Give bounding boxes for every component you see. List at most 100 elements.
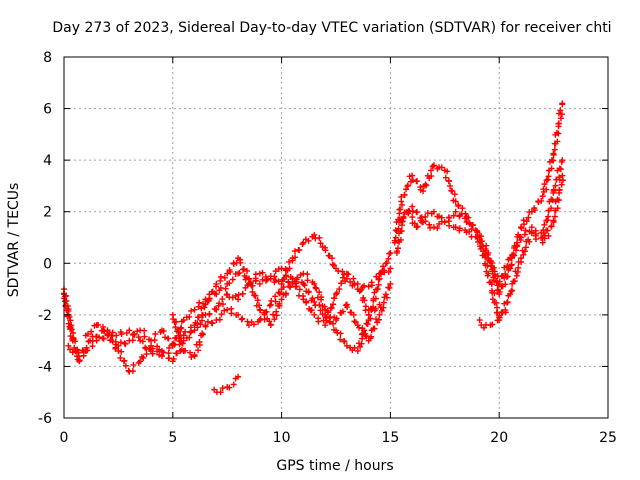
data-point <box>226 280 233 287</box>
data-point <box>311 280 318 287</box>
data-point <box>398 193 405 200</box>
data-point <box>455 202 462 209</box>
data-point <box>378 307 385 314</box>
data-point <box>141 333 148 340</box>
data-point <box>525 214 532 221</box>
y-tick-label: 4 <box>43 153 52 169</box>
data-point <box>469 222 476 229</box>
data-point <box>311 311 318 318</box>
data-point <box>456 225 463 232</box>
data-point <box>554 205 561 212</box>
data-point <box>538 197 545 204</box>
data-point <box>219 385 226 392</box>
data-point <box>359 325 366 332</box>
data-point <box>216 300 223 307</box>
data-point <box>517 234 524 241</box>
data-point <box>476 317 483 324</box>
data-point <box>548 223 555 230</box>
data-point <box>354 347 361 354</box>
data-point <box>462 215 469 222</box>
data-point <box>137 358 144 365</box>
data-point <box>130 361 137 368</box>
data-point <box>317 240 324 247</box>
data-point <box>228 310 235 317</box>
data-point <box>347 278 354 285</box>
data-point <box>350 311 357 318</box>
data-point <box>235 291 242 298</box>
data-point <box>115 342 122 349</box>
data-point <box>515 264 522 271</box>
data-point <box>363 320 370 327</box>
data-point <box>126 327 133 334</box>
data-point <box>239 315 246 322</box>
data-point <box>336 286 343 293</box>
data-point <box>67 317 74 324</box>
data-point <box>368 279 375 286</box>
data-point <box>278 280 285 287</box>
data-point <box>171 341 178 348</box>
data-point <box>327 305 334 312</box>
data-point <box>365 283 372 290</box>
data-point <box>316 289 323 296</box>
data-point <box>376 311 383 318</box>
data-point <box>70 334 77 341</box>
data-point <box>553 129 560 136</box>
data-point <box>370 325 377 332</box>
y-tick-label: 6 <box>43 102 52 118</box>
data-point <box>186 313 193 320</box>
data-point <box>556 165 563 172</box>
data-point <box>84 331 91 338</box>
data-point <box>300 296 307 303</box>
data-point <box>557 115 564 122</box>
data-point <box>191 327 198 334</box>
data-point <box>557 166 564 173</box>
data-point <box>510 278 517 285</box>
data-point <box>164 335 171 342</box>
data-point <box>496 314 503 321</box>
data-point <box>224 306 231 313</box>
data-point <box>420 188 427 195</box>
data-point <box>76 357 83 364</box>
data-point <box>198 317 205 324</box>
data-point <box>358 331 365 338</box>
y-tick-label: -2 <box>38 308 52 324</box>
data-point <box>409 208 416 215</box>
data-point <box>213 280 220 287</box>
data-point <box>196 338 203 345</box>
data-point <box>251 292 258 299</box>
data-point <box>386 250 393 257</box>
data-point <box>173 328 180 335</box>
data-point <box>221 307 228 314</box>
data-point <box>69 337 76 344</box>
data-point <box>191 351 198 358</box>
data-point <box>528 229 535 236</box>
data-point <box>117 339 124 346</box>
data-point <box>230 381 237 388</box>
data-point <box>484 262 491 269</box>
data-point <box>130 330 137 337</box>
data-point <box>375 281 382 288</box>
data-point <box>545 213 552 220</box>
data-point <box>544 227 551 234</box>
data-point <box>397 228 404 235</box>
data-point <box>422 213 429 220</box>
data-point <box>482 254 489 261</box>
data-point <box>479 242 486 249</box>
data-point <box>445 177 452 184</box>
y-tick-label: -4 <box>38 359 52 375</box>
data-point <box>376 275 383 282</box>
data-point <box>339 268 346 275</box>
data-point <box>273 308 280 315</box>
data-point <box>427 224 434 231</box>
data-point <box>548 165 555 172</box>
data-point <box>198 305 205 312</box>
data-point <box>272 277 279 284</box>
data-point <box>213 291 220 298</box>
data-point <box>245 322 252 329</box>
grid-lines <box>64 57 608 418</box>
y-axis-label: SDTVAR / TECUs <box>6 183 22 298</box>
data-point <box>409 214 416 221</box>
data-point <box>303 299 310 306</box>
data-point <box>271 273 278 280</box>
data-point <box>525 236 532 243</box>
